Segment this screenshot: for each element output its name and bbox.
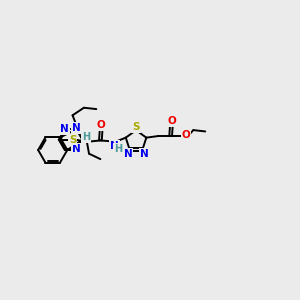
Text: H: H (114, 144, 122, 154)
Text: O: O (167, 116, 176, 126)
Text: N: N (60, 124, 69, 134)
Text: O: O (97, 120, 106, 130)
Text: O: O (182, 130, 190, 140)
Text: H: H (82, 132, 90, 142)
Text: N: N (72, 144, 81, 154)
Text: N: N (140, 148, 148, 158)
Text: N: N (72, 123, 81, 133)
Text: S: S (132, 122, 140, 132)
Text: N: N (124, 148, 133, 158)
Text: S: S (69, 135, 76, 145)
Text: N: N (110, 141, 119, 151)
